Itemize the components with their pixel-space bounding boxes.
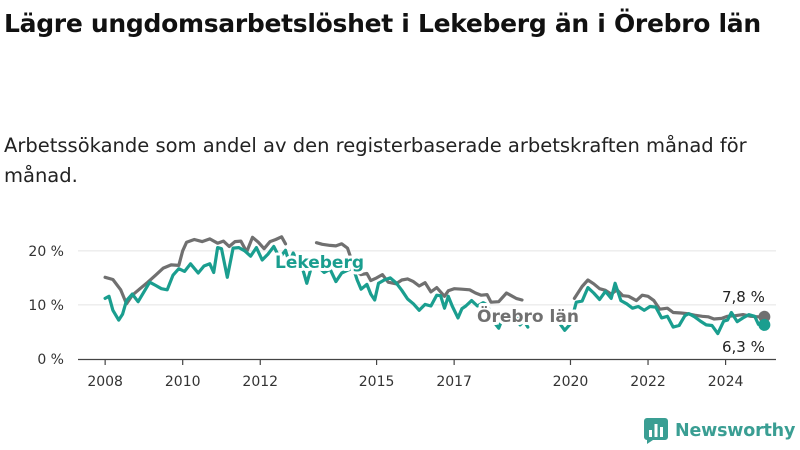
x-tick-label: 2020 — [553, 374, 589, 390]
x-tick-label: 2017 — [436, 374, 472, 390]
x-tick-label: 2015 — [359, 374, 395, 390]
x-tick-label: 2008 — [87, 374, 123, 390]
x-tick-label: 2010 — [165, 374, 201, 390]
y-tick-label: 20 % — [28, 244, 64, 260]
series-line-orebro — [103, 235, 288, 306]
series-line-lekeberg — [557, 281, 766, 336]
x-tick-label: 2022 — [630, 374, 666, 390]
x-tick-label: 2024 — [708, 374, 744, 390]
end-label-lekeberg: 6,3 % — [722, 338, 765, 356]
y-tick-label: 0 % — [37, 352, 64, 368]
series-label-orebro-halo: Örebro län — [477, 305, 579, 327]
y-tick-label: 10 % — [28, 298, 64, 314]
series-label-lekeberg: Lekeberg — [275, 253, 364, 273]
brand-name: Newsworthy — [675, 421, 796, 441]
brand-logo[interactable]: Newsworthy — [644, 418, 795, 444]
series-line-orebro — [314, 241, 524, 304]
chart-subtitle: Arbetssökande som andel av den registerb… — [4, 134, 747, 187]
bar-chart-icon — [644, 418, 668, 444]
end-label-orebro: 7,8 % — [722, 288, 765, 306]
end-point-lekeberg — [758, 318, 771, 331]
x-tick-label: 2012 — [242, 374, 278, 390]
chart-title: Lägre ungdomsarbetslöshet i Lekeberg än … — [4, 9, 761, 38]
series-line-lekeberg — [103, 244, 530, 330]
series-label-lekeberg-halo: Lekeberg — [275, 253, 364, 273]
series-label-orebro: Örebro län — [477, 305, 579, 327]
